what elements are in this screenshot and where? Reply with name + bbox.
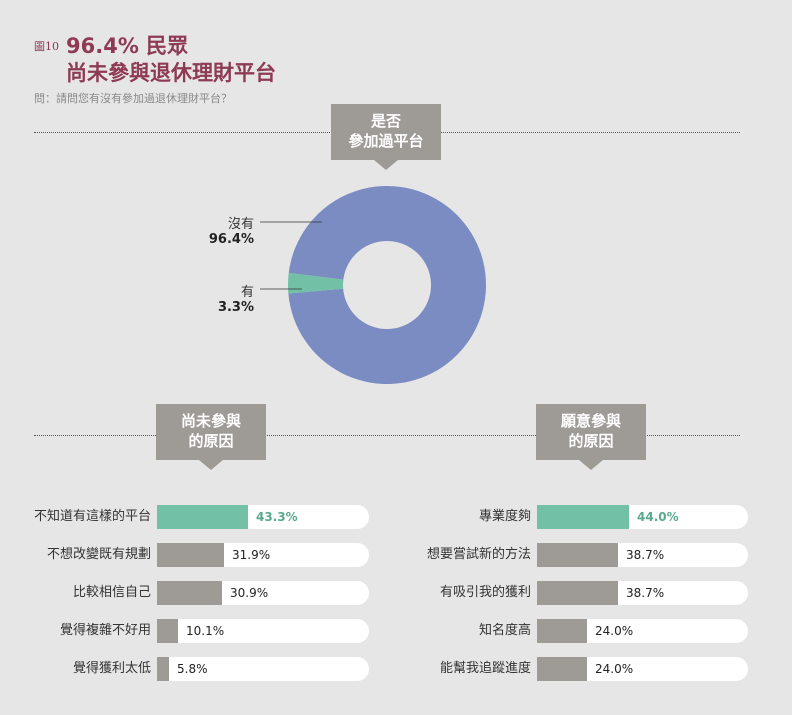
figure-number: 圖10: [34, 40, 59, 53]
bar: [537, 657, 587, 681]
bar: [537, 505, 629, 529]
banner-participated: 是否 參加過平台: [331, 104, 441, 170]
bar-track: 5.8%: [157, 657, 369, 681]
banner-right-arrow: [579, 460, 603, 470]
bar-track: 10.1%: [157, 619, 369, 643]
bar-value-label: 38.7%: [626, 586, 665, 600]
bar-value-label: 44.0%: [637, 510, 679, 524]
banner-left-arrow: [199, 460, 223, 470]
bar-row: 想要嘗試新的方法 38.7%: [380, 543, 748, 567]
bar-track: 30.9%: [157, 581, 369, 605]
chart-title-line1: 96.4% 民眾: [66, 34, 189, 58]
bar: [157, 657, 169, 681]
banner-right-line2: 的原因: [568, 432, 614, 450]
banner-willing-reasons: 願意參與 的原因: [536, 404, 646, 470]
bar-row: 不知道有這樣的平台 43.3%: [0, 505, 369, 529]
bar-row: 知名度高 24.0%: [380, 619, 748, 643]
donut-slice-yes: [288, 273, 344, 294]
bar: [157, 505, 248, 529]
bar-row: 比較相信自己 30.9%: [0, 581, 369, 605]
bar-value-label: 10.1%: [186, 624, 225, 638]
bar-value-label: 30.9%: [230, 586, 269, 600]
banner-participated-line1: 是否: [370, 112, 401, 130]
bar-track: 44.0%: [537, 505, 748, 529]
bar: [157, 581, 222, 605]
bar-track: 38.7%: [537, 581, 748, 605]
bar-category-label: 比較相信自己: [72, 585, 151, 600]
pie-value-no: 96.4%: [208, 232, 254, 247]
bar-track: 43.3%: [157, 505, 369, 529]
bar-value-label: 31.9%: [232, 548, 271, 562]
banner-participated-line2: 參加過平台: [348, 132, 424, 150]
bar: [537, 619, 587, 643]
banner-participated-arrow: [374, 160, 398, 170]
donut-svg: [260, 186, 486, 384]
bar-value-label: 5.8%: [177, 662, 208, 676]
pie-label-no: 沒有: [227, 217, 254, 232]
bar-category-label: 不想改變既有規劃: [46, 547, 151, 562]
bar: [537, 581, 618, 605]
bar-value-label: 38.7%: [626, 548, 665, 562]
survey-question: 問：請問您有沒有參加過退休理財平台？: [34, 92, 232, 105]
bar-row: 覺得複雜不好用 10.1%: [0, 619, 369, 643]
bar-row: 專業度夠 44.0%: [380, 505, 748, 529]
divider-middle: [34, 435, 740, 436]
donut-slice-no: [288, 186, 486, 384]
bar-value-label: 24.0%: [595, 624, 634, 638]
bar-value-label: 24.0%: [595, 662, 634, 676]
bar-category-label: 專業度夠: [478, 509, 531, 524]
bar-value-label: 43.3%: [256, 510, 298, 524]
bar-track: 31.9%: [157, 543, 369, 567]
bar-row: 能幫我追蹤進度 24.0%: [380, 657, 748, 681]
banner-right-line1: 願意參與: [560, 412, 621, 430]
bar-track: 38.7%: [537, 543, 748, 567]
bar-track: 24.0%: [537, 619, 748, 643]
bar-category-label: 想要嘗試新的方法: [426, 547, 531, 562]
bar-category-label: 覺得獲利太低: [72, 661, 151, 676]
pie-value-yes: 3.3%: [217, 300, 254, 315]
pie-label-yes: 有: [240, 285, 254, 300]
bar: [157, 619, 178, 643]
banner-not-joined-reasons: 尚未參與 的原因: [156, 404, 266, 470]
bar: [157, 543, 224, 567]
banner-left-line1: 尚未參與: [180, 412, 241, 430]
bar: [537, 543, 618, 567]
bar-category-label: 有吸引我的獲利: [439, 585, 531, 600]
donut-chart: [250, 170, 530, 394]
bar-row: 覺得獲利太低 5.8%: [0, 657, 369, 681]
bar-track: 24.0%: [537, 657, 748, 681]
bar-category-label: 覺得複雜不好用: [59, 623, 151, 638]
bar-row: 有吸引我的獲利 38.7%: [380, 581, 748, 605]
bar-row: 不想改變既有規劃 31.9%: [0, 543, 369, 567]
banner-left-line2: 的原因: [188, 432, 234, 450]
bar-category-label: 知名度高: [478, 623, 531, 638]
chart-title-line2: 尚未參與退休理財平台: [66, 61, 276, 85]
bar-category-label: 能幫我追蹤進度: [439, 661, 531, 676]
bar-category-label: 不知道有這樣的平台: [33, 509, 151, 524]
